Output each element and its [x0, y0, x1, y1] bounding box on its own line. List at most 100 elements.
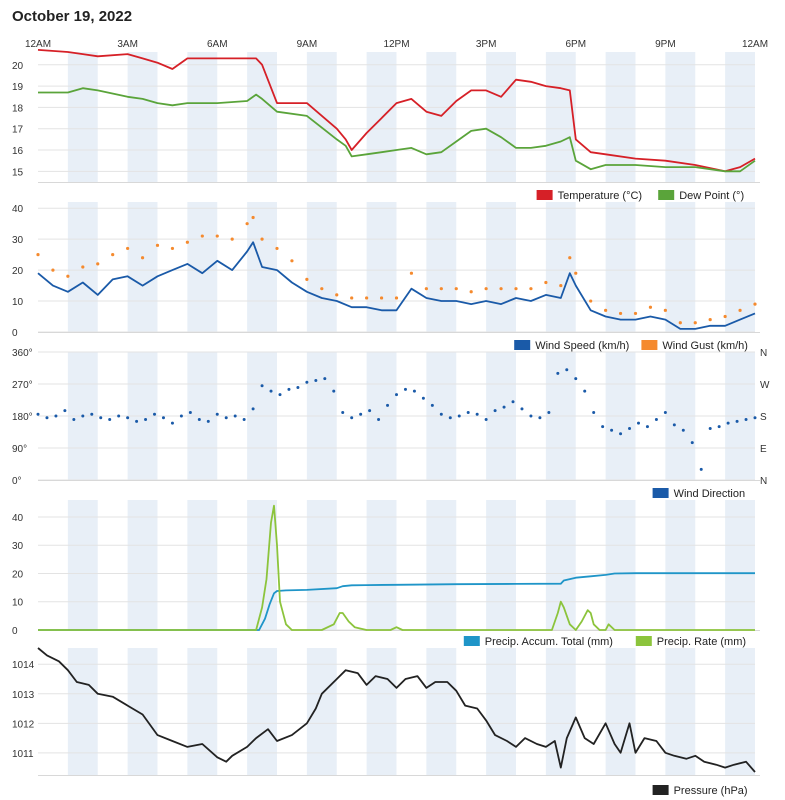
wind-gust-point: [96, 262, 100, 266]
wind-direction-point: [475, 412, 479, 416]
legend-swatch: [658, 190, 675, 200]
temperature-series-line-1: [38, 87, 756, 173]
wind-direction-point: [753, 416, 757, 420]
y-tick-label: 30: [12, 235, 24, 246]
time-axis-label: 12AM: [742, 39, 768, 50]
wind-direction-point: [278, 393, 282, 397]
legend-label: Precip. Accum. Total (mm): [485, 636, 613, 648]
wind-gust-point: [544, 280, 548, 285]
hour-band: [665, 648, 696, 775]
hour-band: [545, 202, 576, 332]
wind-gust-point: [394, 296, 399, 300]
hour-band: [366, 500, 397, 630]
wind-direction-point: [359, 412, 363, 416]
wind-direction-point: [538, 416, 542, 420]
hour-band: [127, 500, 158, 630]
wind-direction-point: [502, 405, 506, 409]
wind-direction-point: [153, 412, 157, 416]
wind-direction-point: [305, 380, 309, 384]
hour-band: [486, 202, 516, 332]
y-tick-label: 16: [12, 146, 24, 157]
wind-direction-point: [511, 400, 515, 404]
wind-direction-point: [108, 418, 112, 422]
legend-swatch: [536, 190, 553, 200]
wind-direction-point: [90, 412, 94, 416]
wind-direction-point: [726, 421, 730, 425]
wind-gust-point: [126, 246, 130, 251]
wind-direction-point: [421, 396, 425, 400]
wind-direction-point: [457, 414, 461, 418]
wind-gust-point: [245, 222, 249, 226]
wind-direction-point: [395, 393, 398, 397]
wind-direction-point: [341, 410, 345, 414]
wind-direction-point: [717, 425, 721, 429]
wind-direction-point: [439, 412, 443, 416]
precipitation-series-line-0: [38, 572, 755, 631]
hour-band: [605, 52, 636, 182]
y-tick-label: 360°: [12, 348, 33, 359]
wind-direction-point: [583, 389, 587, 393]
right-tick-label: S: [760, 412, 767, 423]
wind-direction-point: [332, 389, 336, 393]
wind-direction-point: [170, 421, 174, 425]
wind-direction-point: [54, 414, 58, 418]
wind-direction-point: [681, 428, 685, 432]
wind-direction-point: [663, 410, 667, 414]
hour-band: [605, 648, 636, 775]
time-axis-label: 3PM: [476, 39, 497, 50]
wind-gust-point: [723, 314, 727, 319]
y-tick-label: 180°: [12, 412, 33, 423]
wind-direction-point: [81, 414, 85, 418]
wind-direction-point: [224, 416, 228, 420]
wind-gust-point: [251, 215, 255, 220]
wind-direction-point: [744, 418, 748, 422]
wind-gust-point: [663, 308, 667, 312]
hour-band: [247, 52, 277, 182]
wind-direction-point: [99, 416, 103, 420]
wind-direction-point: [242, 418, 246, 422]
wind-gust-point: [320, 287, 324, 291]
wind-gust-point: [454, 287, 458, 291]
time-axis-label: 9AM: [297, 39, 318, 50]
y-tick-label: 1014: [12, 660, 35, 671]
wind-gust-point: [379, 296, 384, 300]
wind-gust-point: [738, 308, 742, 312]
hour-band: [426, 500, 457, 630]
wind-direction-point: [601, 425, 605, 429]
pressure-panel: 1011 1012 1013 1014 Pressure (hPa): [12, 647, 760, 797]
temperature-panel: 15 16 17 18 19 20 Dew Point (°) Temperature (°C…: [12, 49, 760, 202]
wind-gust-point: [574, 271, 578, 275]
time-axis-label: 3AM: [117, 39, 138, 50]
right-tick-label: W: [760, 380, 770, 391]
hour-band: [306, 500, 337, 630]
legend-label: Wind Gust (km/h): [662, 340, 748, 352]
hour-band: [306, 202, 337, 332]
y-tick-label: 1012: [12, 719, 35, 730]
wind-direction-point: [323, 377, 327, 381]
precipitation-series-line-1: [38, 504, 755, 631]
wind-gust-point: [140, 256, 145, 260]
wind-gust-point: [499, 287, 503, 291]
wind-direction-point: [520, 407, 524, 411]
legend-label: Precip. Rate (mm): [657, 636, 746, 648]
wind-direction-point: [708, 426, 712, 430]
hour-band: [486, 500, 516, 630]
wind-gust-point: [81, 265, 85, 269]
wind-gust-point: [529, 287, 533, 291]
page-title: October 19, 2022: [12, 8, 133, 25]
hour-band: [366, 648, 397, 775]
legend-swatch: [652, 488, 669, 498]
wind-gust-point: [678, 321, 682, 325]
y-tick-label: 30: [12, 541, 24, 552]
wind-gust-point: [409, 271, 414, 275]
hour-band: [67, 648, 98, 775]
y-tick-label: 270°: [12, 380, 33, 391]
wind-gust-point: [365, 296, 369, 300]
wind-gust-point: [66, 274, 70, 278]
wind-direction-point: [36, 412, 40, 416]
hour-band: [426, 648, 457, 775]
wind-direction-point: [412, 389, 416, 393]
wind-direction-point: [565, 368, 569, 372]
wind-direction-point: [117, 414, 121, 418]
wind-direction-point: [314, 378, 318, 382]
